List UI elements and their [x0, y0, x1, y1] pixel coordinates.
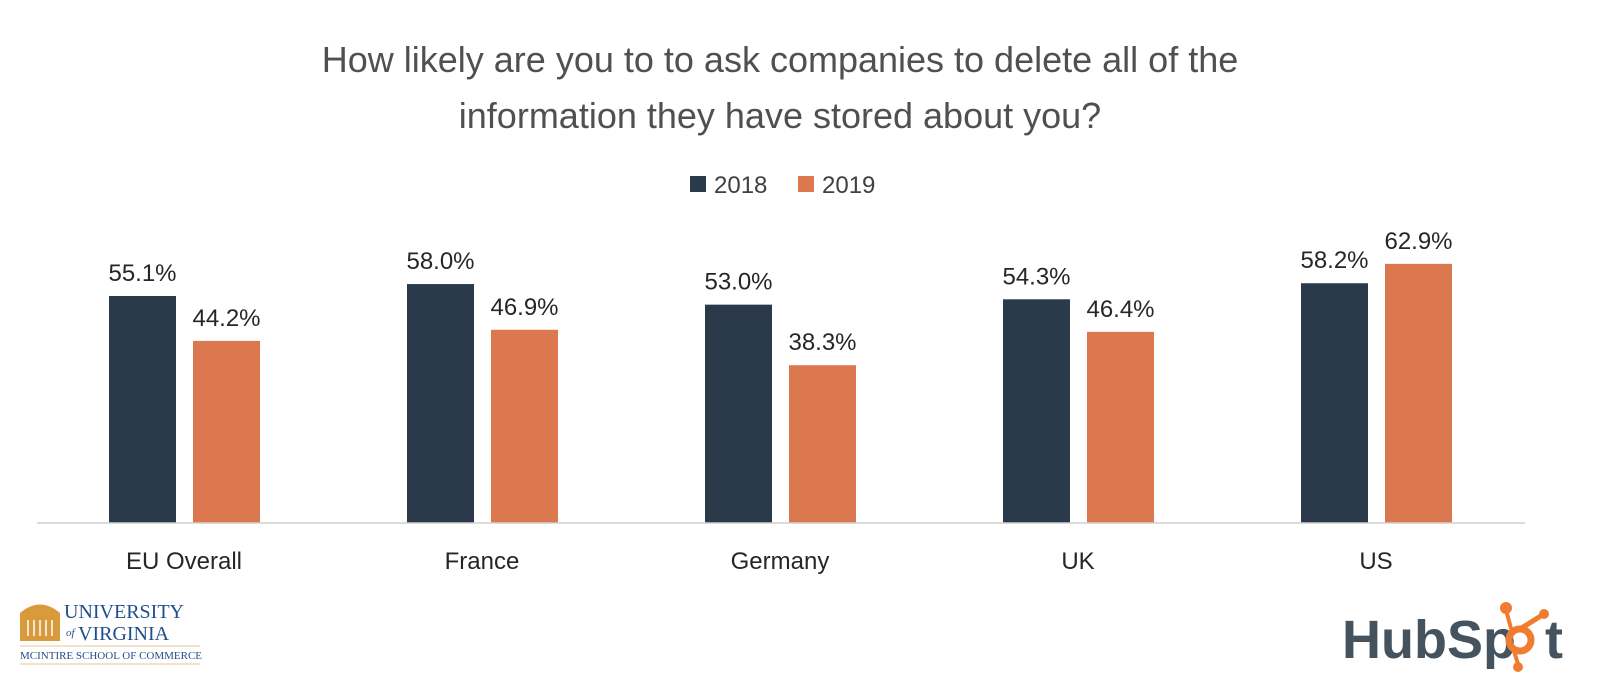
legend-swatch-2018: [690, 176, 706, 192]
bar-2019: [193, 340, 260, 523]
data-label: 44.2%: [192, 305, 260, 332]
bar-2018: [109, 296, 176, 523]
category-label: EU Overall: [126, 548, 242, 575]
bar-2018: [1301, 283, 1368, 523]
legend-label: 2019: [822, 172, 875, 199]
bars: 55.1% 44.2% 58.0% 46.9% 53.0% 38.3% 54.3% 46.4%…: [108, 228, 1453, 523]
legend-swatch-2019: [798, 176, 814, 192]
svg-text:VIRGINIA: VIRGINIA: [78, 623, 170, 645]
legend: 2018 2019: [690, 172, 875, 199]
bar-2019: [491, 329, 558, 523]
bar-2018: [407, 284, 474, 523]
bar-2018: [1003, 299, 1070, 523]
bar-2019: [789, 365, 856, 523]
svg-text:UNIVERSITY: UNIVERSITY: [64, 601, 184, 623]
bar-2018: [705, 304, 772, 523]
data-label: 55.1%: [108, 260, 176, 287]
data-label: 38.3%: [788, 329, 856, 356]
svg-text:of: of: [66, 627, 77, 639]
category-label: France: [445, 548, 520, 575]
data-label: 58.2%: [1300, 247, 1368, 274]
svg-text:MCINTIRE SCHOOL OF COMMERCE: MCINTIRE SCHOOL OF COMMERCE: [20, 650, 202, 662]
chart-title-line-1: How likely are you to to ask companies t…: [322, 39, 1239, 80]
category-labels: EU Overall France Germany UK US: [126, 548, 1393, 575]
data-label: 62.9%: [1384, 228, 1452, 255]
data-label: 53.0%: [704, 269, 772, 296]
category-label: Germany: [731, 548, 830, 575]
data-label: 58.0%: [406, 248, 474, 275]
uva-logo: UNIVERSITY VIRGINIA of MCINTIRE SCHOOL O…: [20, 601, 202, 665]
category-label: US: [1359, 548, 1392, 575]
data-label: 46.4%: [1086, 296, 1154, 323]
legend-label: 2018: [714, 172, 767, 199]
bar-2019: [1385, 263, 1452, 523]
svg-text:t: t: [1545, 610, 1563, 670]
data-label: 46.9%: [490, 294, 558, 321]
chart-title-line-2: information they have stored about you?: [459, 95, 1101, 136]
bar-2019: [1087, 331, 1154, 523]
hubspot-logo: HubSp t: [1342, 602, 1563, 672]
svg-text:HubSp: HubSp: [1342, 610, 1516, 670]
category-label: UK: [1061, 548, 1094, 575]
data-label: 54.3%: [1002, 263, 1070, 290]
